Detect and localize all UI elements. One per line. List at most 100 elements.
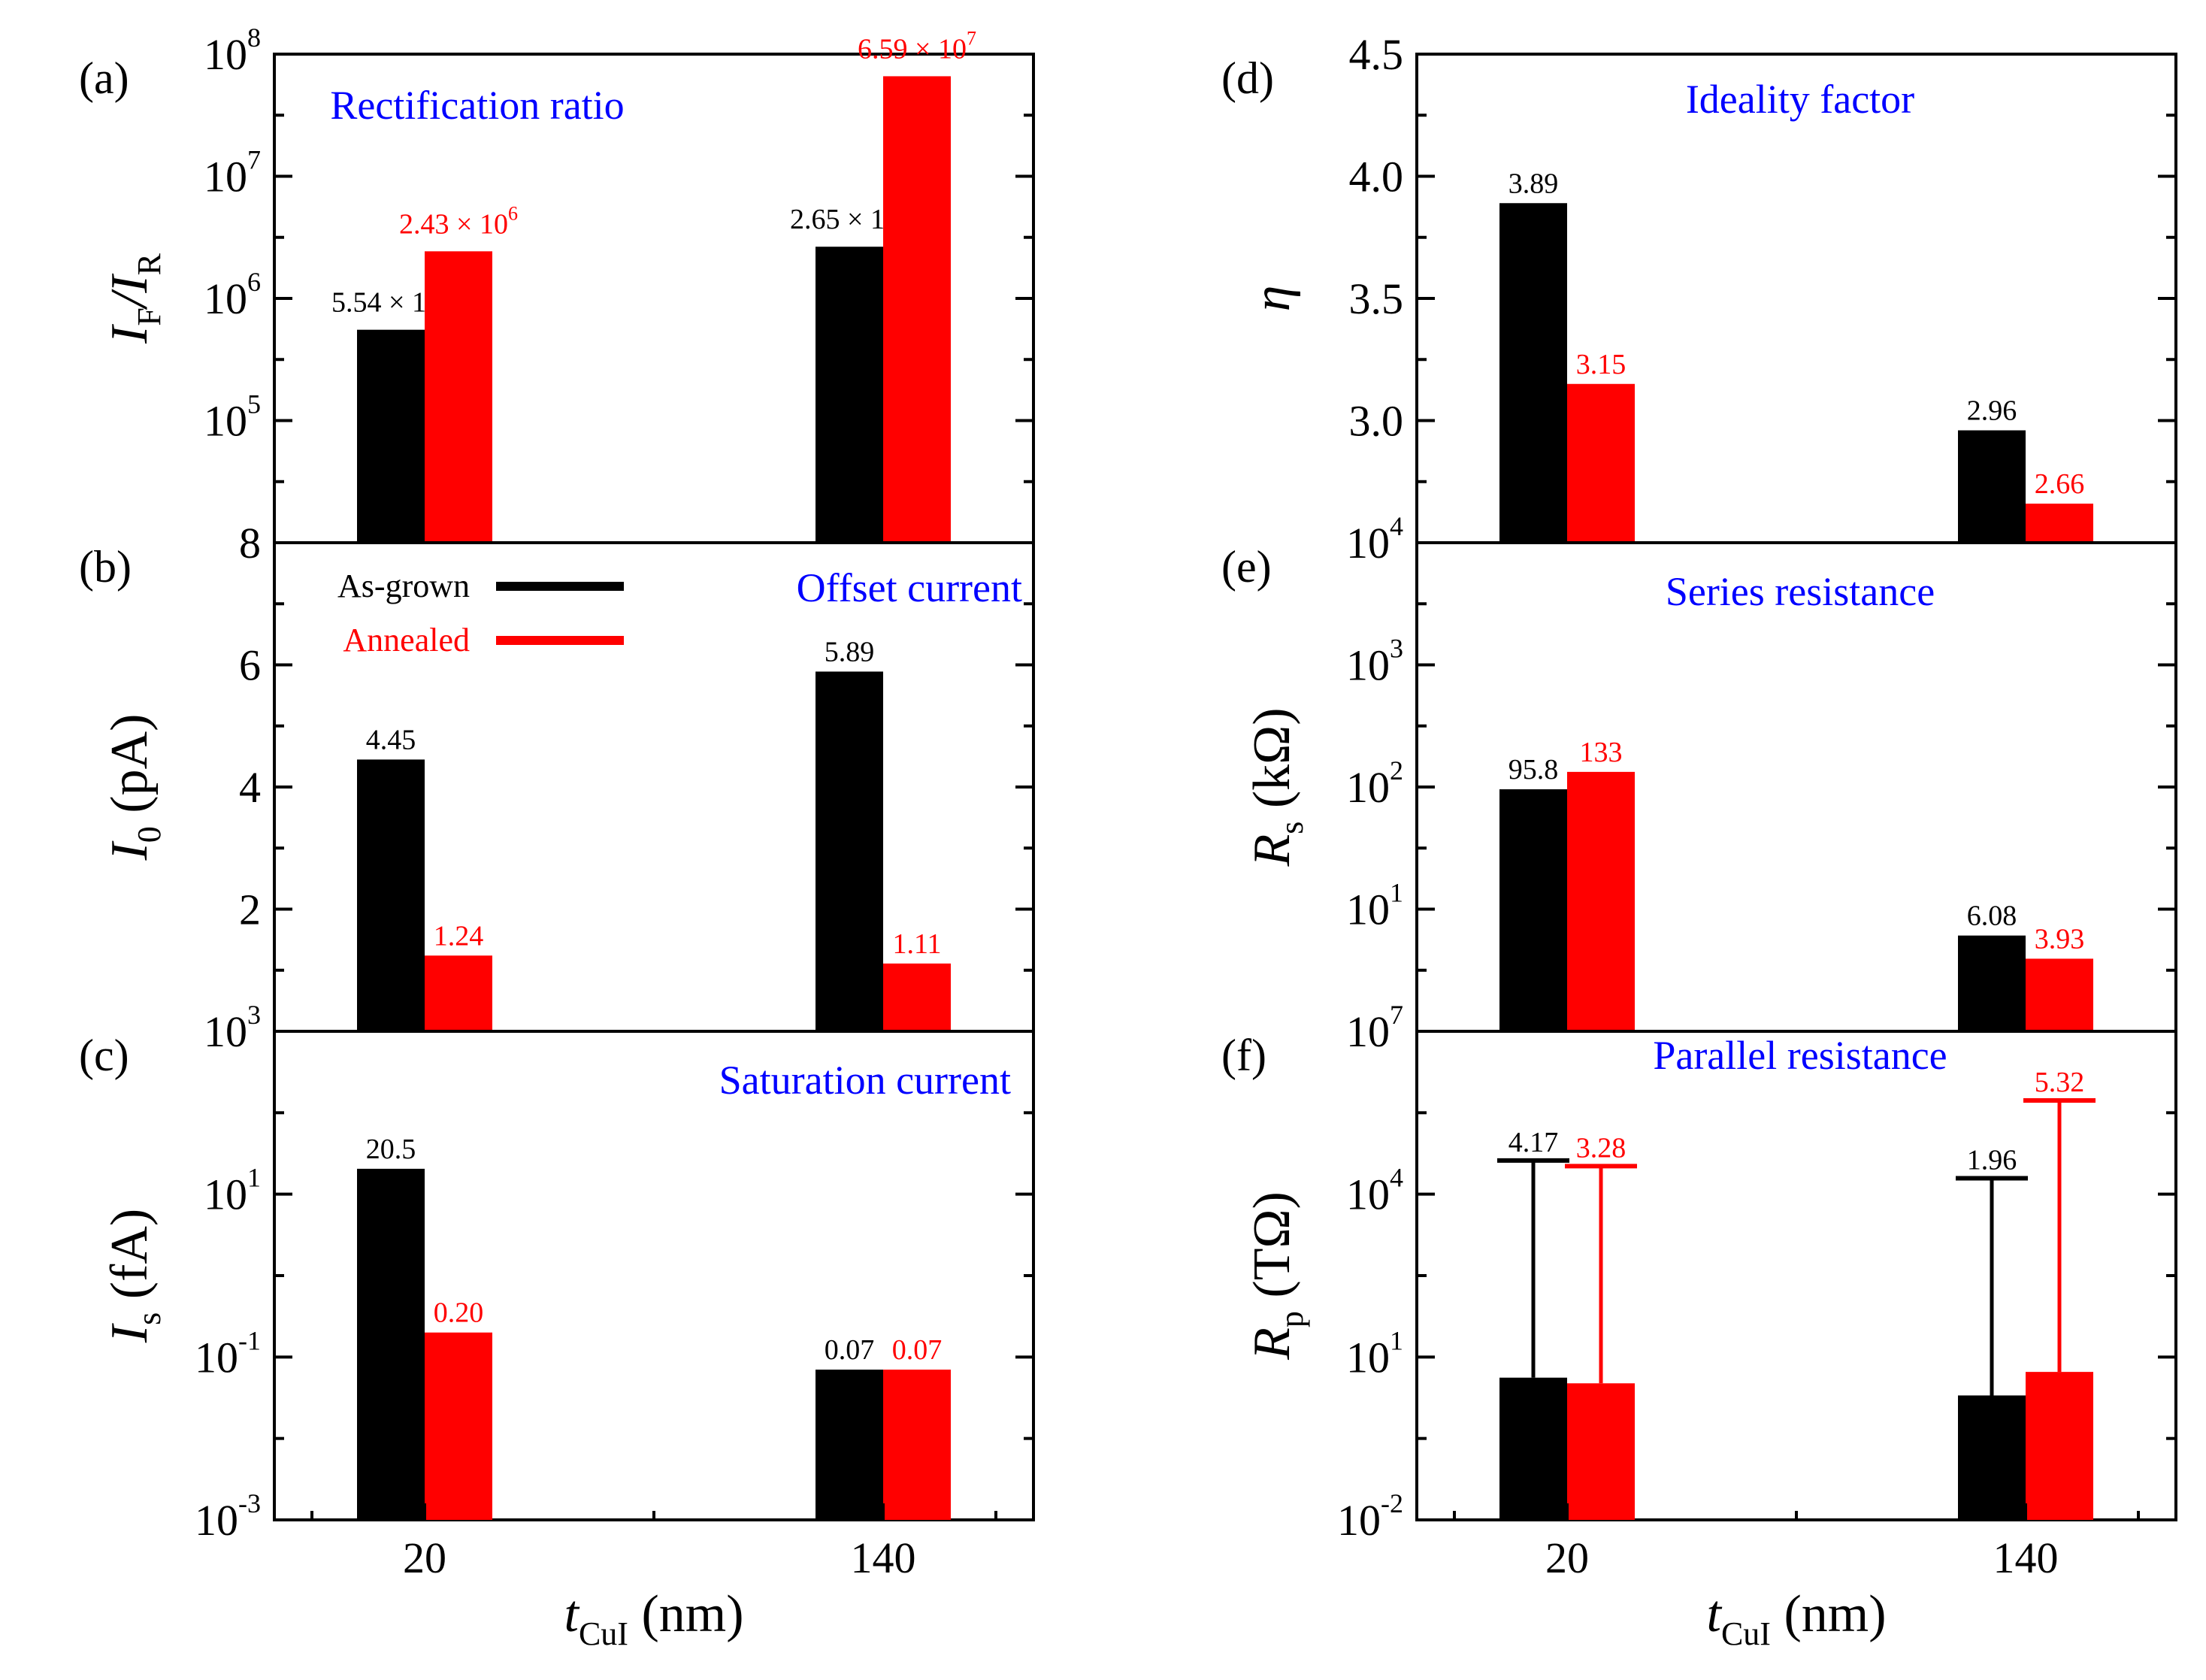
data-label: 5.54 × 105	[331, 281, 450, 319]
y-tick-label: 101	[1346, 1325, 1403, 1382]
y-tick-label: 3.0	[1349, 397, 1404, 446]
y-axis-label: Rs (kΩ)	[1243, 707, 1310, 867]
panel-title: Parallel resistance	[1653, 1033, 1947, 1078]
panel-letter: (d)	[1221, 53, 1274, 103]
data-label: 1.24	[434, 920, 484, 952]
panel-c: 10-3 10-1 101 103 20.5 0.07 0.20 0.07 Saturation…	[79, 1000, 1035, 1545]
panel-title: Saturation current	[719, 1058, 1011, 1103]
y-axis-label: IF/IR	[101, 253, 168, 344]
bar-annealed-20	[1567, 383, 1635, 543]
bar-as-grown-20	[357, 1168, 425, 1520]
y-tick-label: 103	[204, 1000, 261, 1056]
panel-letter: (b)	[79, 542, 132, 592]
data-label: 6.59 × 107	[858, 27, 976, 65]
data-label: 2.66	[2035, 468, 2085, 500]
bar-as-grown-20	[357, 329, 425, 543]
bar-annealed-140	[2026, 1372, 2093, 1520]
bar-annealed-140	[2026, 504, 2093, 543]
bar-as-grown-140	[816, 1370, 883, 1520]
data-label: 0.20	[434, 1297, 484, 1329]
panel-letter: (e)	[1221, 542, 1272, 592]
data-label: 3.93	[2035, 923, 2085, 955]
legend-label: Annealed	[343, 622, 470, 658]
panel-b: 2 4 6 8 4.45 5.89 1.24 1.11 Offset current (b) I0 …	[79, 519, 1035, 1033]
data-label: 4.45	[366, 724, 416, 755]
data-label: 4.17	[1508, 1127, 1559, 1158]
bar-annealed-140	[883, 963, 951, 1031]
y-axis-label: Is (fA)	[101, 1209, 168, 1343]
y-tick-label: 3.5	[1349, 274, 1404, 323]
bar-as-grown-140	[1958, 1395, 2026, 1520]
bar-as-grown-20	[1499, 1377, 1567, 1520]
x-axis-label: tCuI (nm)	[1706, 1585, 1886, 1652]
y-tick-label: 105	[204, 389, 261, 446]
panel-letter: (f)	[1221, 1031, 1266, 1080]
y-tick-label: 102	[1346, 755, 1403, 812]
bar-as-grown-140	[1958, 935, 2026, 1031]
panel-title: Ideality factor	[1686, 77, 1914, 122]
bar-as-grown-140	[816, 247, 883, 543]
y-tick-label: 101	[1346, 878, 1403, 934]
data-label: 0.07	[825, 1334, 875, 1366]
y-tick-label: 2	[239, 885, 261, 934]
x-tick-label: 140	[1993, 1533, 2059, 1582]
shared-x-axis-labels: 20 140 tCuI (nm) 20 140 tCuI (nm)	[310, 1503, 2140, 1652]
panel-e: 101 102 103 104 95.8 6.08 133 3.93 Series resist…	[1221, 511, 2177, 1033]
y-axis-label: η	[1243, 286, 1301, 312]
y-tick-label: 101	[204, 1163, 261, 1219]
bar-annealed-20	[425, 1332, 492, 1520]
y-axis-label: Rp (TΩ)	[1243, 1191, 1310, 1361]
bar-annealed-140	[883, 76, 951, 543]
y-tick-label: 107	[204, 145, 261, 201]
data-label: 3.15	[1576, 349, 1627, 380]
x-axis-label: tCuI (nm)	[564, 1585, 743, 1652]
y-tick-label: 103	[1346, 634, 1403, 690]
y-tick-label: 8	[239, 519, 261, 568]
y-tick-label: 10-1	[195, 1325, 261, 1382]
y-tick-label: 10-2	[1337, 1488, 1403, 1545]
bar-as-grown-20	[1499, 789, 1567, 1031]
data-label: 20.5	[366, 1134, 416, 1165]
x-tick-label: 20	[403, 1533, 446, 1582]
bar-annealed-20	[425, 955, 492, 1031]
y-tick-label: 104	[1346, 1163, 1403, 1219]
y-tick-label: 6	[239, 641, 261, 690]
data-label: 3.28	[1576, 1132, 1627, 1164]
legend-label: As-grown	[337, 568, 470, 604]
data-label: 0.07	[892, 1334, 943, 1366]
y-tick-label: 107	[1346, 1000, 1403, 1056]
y-tick-label: 106	[204, 267, 261, 323]
legend: As-grown Annealed	[337, 568, 624, 658]
panel-title: Series resistance	[1666, 569, 1935, 614]
bar-annealed-140	[2026, 958, 2093, 1031]
data-label: 1.96	[1967, 1145, 2017, 1176]
bar-as-grown-140	[816, 671, 883, 1031]
panel-f: 10-2 101 104 107 4.17 1.96 3.28 5.32 Parallel re…	[1221, 1000, 2177, 1545]
data-label: 1.11	[892, 928, 941, 960]
data-label: 5.32	[2035, 1067, 2085, 1098]
bar-annealed-140	[883, 1370, 951, 1520]
y-tick-label: 4.5	[1349, 30, 1404, 79]
panel-letter: (a)	[79, 53, 129, 103]
data-label: 5.89	[825, 636, 875, 667]
x-tick-label: 20	[1545, 1533, 1589, 1582]
panel-title: Rectification ratio	[330, 83, 624, 128]
x-tick-label: 140	[851, 1533, 916, 1582]
y-tick-label: 104	[1346, 511, 1403, 568]
y-tick-label: 4.0	[1349, 153, 1404, 201]
bar-as-grown-140	[1958, 430, 2026, 543]
data-label: 6.08	[1967, 901, 2017, 932]
bar-annealed-20	[1567, 1383, 1635, 1520]
data-label: 2.96	[1967, 395, 2017, 427]
y-tick-label: 10-3	[195, 1488, 261, 1545]
data-label: 3.89	[1508, 168, 1559, 199]
y-tick-label: 108	[204, 23, 261, 79]
y-axis-label: I0 (pA)	[101, 714, 168, 861]
data-label: 95.8	[1508, 754, 1559, 786]
y-tick-label: 4	[239, 763, 261, 812]
panel-letter: (c)	[79, 1031, 129, 1080]
bar-as-grown-20	[1499, 203, 1567, 543]
